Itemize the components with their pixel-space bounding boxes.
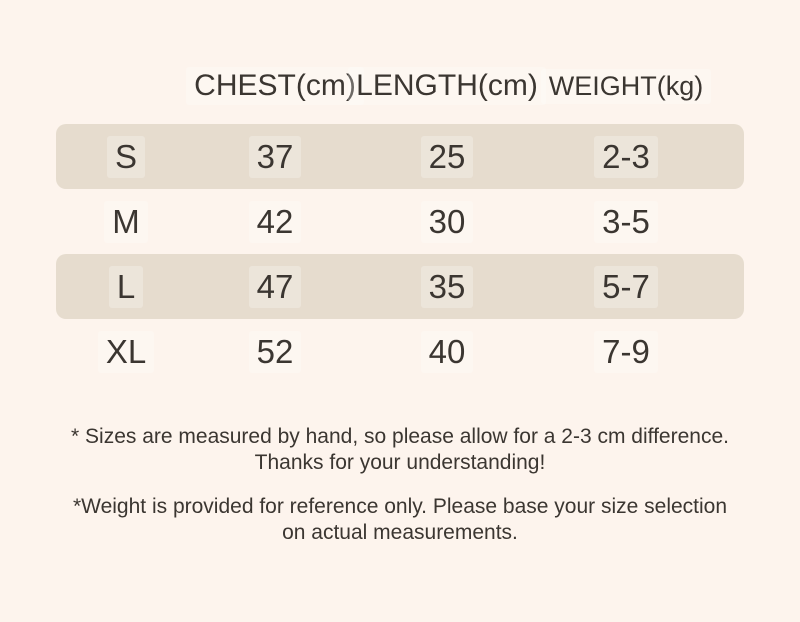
column-header-chest-label: CHEST(cm)	[186, 67, 364, 105]
length-value: 35	[354, 265, 530, 308]
weight-value-text: 2-3	[594, 135, 658, 178]
column-header-length-label: LENGTH(cm)	[348, 67, 546, 105]
size-label: XL	[56, 330, 196, 373]
note-weight-disclaimer: *Weight is provided for reference only. …	[0, 494, 800, 546]
length-value: 30	[354, 200, 530, 243]
weight-value: 2-3	[530, 135, 744, 178]
chest-value-text: 47	[248, 265, 302, 308]
size-label-text: XL	[97, 330, 155, 373]
weight-value: 3-5	[530, 200, 744, 243]
size-row-s: S 37 25 2-3	[56, 124, 744, 189]
length-value-text: 35	[420, 265, 474, 308]
column-header-weight: WEIGHT(kg)	[530, 68, 744, 104]
size-row-xl: XL 52 40 7-9	[56, 319, 744, 384]
size-chart-body: S 37 25 2-3 M 42 30 3-5	[0, 124, 800, 384]
size-label-text: M	[104, 200, 148, 243]
column-header-length: LENGTH(cm)	[348, 67, 546, 105]
note-line: Thanks for your understanding!	[254, 451, 546, 474]
column-header-weight-label: WEIGHT(kg)	[540, 68, 712, 104]
note-line: * Sizes are measured by hand, so please …	[71, 425, 729, 448]
note-line: on actual measurements.	[282, 521, 518, 544]
chest-value: 42	[196, 200, 354, 243]
size-label: L	[56, 265, 196, 308]
size-row-m: M 42 30 3-5	[56, 189, 744, 254]
size-label: M	[56, 200, 196, 243]
chest-value-text: 42	[248, 200, 302, 243]
length-value: 25	[354, 135, 530, 178]
size-row-l: L 47 35 5-7	[56, 254, 744, 319]
weight-value: 7-9	[530, 330, 744, 373]
size-chart: CHEST(cm) LENGTH(cm) WEIGHT(kg) S 37 25 …	[0, 64, 800, 546]
note-line: *Weight is provided for reference only. …	[72, 495, 728, 518]
chest-value: 37	[196, 135, 354, 178]
weight-value-text: 3-5	[594, 200, 658, 243]
size-label: S	[56, 135, 196, 178]
length-value-text: 30	[420, 200, 474, 243]
size-chart-notes: * Sizes are measured by hand, so please …	[0, 424, 800, 546]
length-value-text: 25	[420, 135, 474, 178]
chest-value-text: 52	[248, 330, 302, 373]
size-chart-header-row: CHEST(cm) LENGTH(cm) WEIGHT(kg)	[56, 64, 744, 108]
weight-value: 5-7	[530, 265, 744, 308]
note-size-disclaimer: * Sizes are measured by hand, so please …	[0, 424, 800, 476]
weight-value-text: 5-7	[594, 265, 658, 308]
chest-value: 52	[196, 330, 354, 373]
length-value-text: 40	[420, 330, 474, 373]
column-header-chest: CHEST(cm)	[186, 67, 364, 105]
chest-value-text: 37	[248, 135, 302, 178]
length-value: 40	[354, 330, 530, 373]
chest-value: 47	[196, 265, 354, 308]
weight-value-text: 7-9	[594, 330, 658, 373]
size-label-text: S	[106, 135, 145, 178]
size-label-text: L	[108, 265, 144, 308]
